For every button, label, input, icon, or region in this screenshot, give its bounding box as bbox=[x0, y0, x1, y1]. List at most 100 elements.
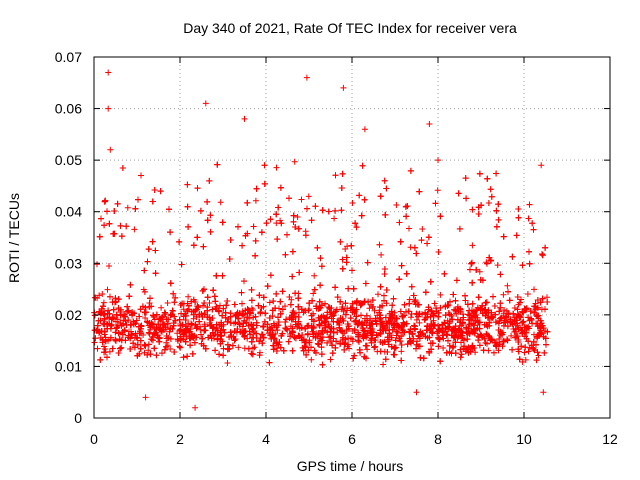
data-point bbox=[171, 349, 178, 355]
data-point bbox=[289, 273, 296, 280]
data-point bbox=[134, 352, 141, 359]
data-point bbox=[457, 354, 464, 361]
data-point bbox=[144, 318, 150, 325]
data-point bbox=[371, 344, 378, 351]
data-point bbox=[321, 318, 328, 325]
data-point bbox=[498, 330, 505, 337]
data-point bbox=[267, 272, 274, 279]
data-point bbox=[413, 345, 419, 352]
data-point bbox=[435, 157, 441, 164]
data-point bbox=[271, 336, 278, 342]
data-point bbox=[358, 312, 364, 319]
data-point bbox=[220, 345, 227, 352]
data-point bbox=[218, 333, 225, 340]
data-point bbox=[261, 318, 268, 325]
data-point bbox=[279, 288, 286, 295]
data-point bbox=[381, 292, 387, 299]
y-axis-label: ROTI / TECUs bbox=[6, 193, 22, 283]
data-point bbox=[509, 346, 516, 353]
data-point bbox=[295, 225, 302, 232]
data-point bbox=[131, 344, 138, 351]
data-point bbox=[127, 346, 134, 352]
data-point bbox=[96, 292, 103, 299]
data-point bbox=[339, 256, 346, 263]
data-point bbox=[531, 331, 537, 338]
data-point bbox=[350, 355, 357, 362]
data-point bbox=[315, 341, 322, 348]
data-point bbox=[426, 121, 433, 127]
data-point bbox=[101, 222, 108, 229]
data-point bbox=[407, 338, 414, 345]
data-point bbox=[492, 311, 499, 318]
data-point bbox=[466, 330, 473, 337]
data-point bbox=[376, 309, 382, 316]
data-point bbox=[339, 304, 346, 310]
data-point bbox=[94, 261, 100, 268]
data-point bbox=[359, 325, 366, 332]
data-point bbox=[482, 306, 489, 313]
data-point bbox=[476, 342, 483, 349]
data-point bbox=[544, 328, 551, 335]
data-point bbox=[119, 331, 126, 338]
data-point bbox=[515, 206, 522, 212]
data-point bbox=[530, 226, 537, 233]
data-point bbox=[177, 322, 184, 329]
data-point bbox=[520, 318, 527, 325]
data-point bbox=[261, 162, 268, 169]
data-point bbox=[377, 193, 384, 200]
data-point bbox=[122, 337, 129, 344]
data-point bbox=[194, 234, 201, 241]
data-point bbox=[449, 316, 456, 323]
data-point bbox=[112, 337, 119, 344]
data-point bbox=[128, 328, 134, 335]
data-point bbox=[280, 347, 287, 354]
data-point bbox=[362, 280, 369, 287]
data-point bbox=[398, 325, 405, 332]
data-point bbox=[267, 216, 274, 223]
data-point bbox=[299, 332, 306, 338]
data-point bbox=[526, 248, 532, 255]
data-point bbox=[454, 316, 461, 323]
data-point bbox=[399, 329, 406, 336]
data-point bbox=[526, 201, 533, 208]
data-point bbox=[339, 265, 346, 272]
data-point bbox=[427, 278, 434, 285]
data-point bbox=[141, 288, 148, 295]
data-point bbox=[326, 334, 333, 341]
data-point bbox=[390, 321, 397, 328]
data-point bbox=[483, 330, 490, 337]
data-point bbox=[252, 197, 259, 204]
data-point bbox=[445, 337, 451, 344]
data-point bbox=[184, 353, 191, 360]
data-point bbox=[176, 238, 183, 245]
data-point bbox=[313, 349, 319, 356]
data-point bbox=[461, 343, 468, 350]
data-point bbox=[176, 316, 183, 323]
data-point bbox=[144, 258, 151, 265]
data-point bbox=[106, 320, 113, 327]
data-point bbox=[287, 301, 294, 308]
data-point bbox=[264, 327, 271, 334]
data-point bbox=[185, 327, 191, 334]
data-point bbox=[202, 323, 208, 330]
data-point bbox=[96, 328, 103, 335]
data-point bbox=[192, 307, 199, 314]
data-point bbox=[465, 324, 472, 330]
data-point bbox=[117, 222, 124, 229]
data-point bbox=[327, 328, 334, 335]
data-point bbox=[117, 312, 124, 319]
data-point bbox=[495, 347, 502, 354]
data-point bbox=[338, 185, 345, 191]
data-point bbox=[470, 310, 477, 317]
data-point bbox=[452, 297, 459, 304]
grid-lines bbox=[94, 57, 610, 418]
data-point bbox=[194, 185, 201, 192]
data-point bbox=[239, 300, 245, 307]
data-point bbox=[245, 345, 252, 352]
data-point bbox=[519, 359, 526, 365]
data-point bbox=[187, 342, 194, 349]
data-point bbox=[484, 323, 491, 330]
data-point bbox=[99, 291, 106, 297]
data-point bbox=[325, 208, 332, 215]
data-point bbox=[142, 304, 149, 311]
